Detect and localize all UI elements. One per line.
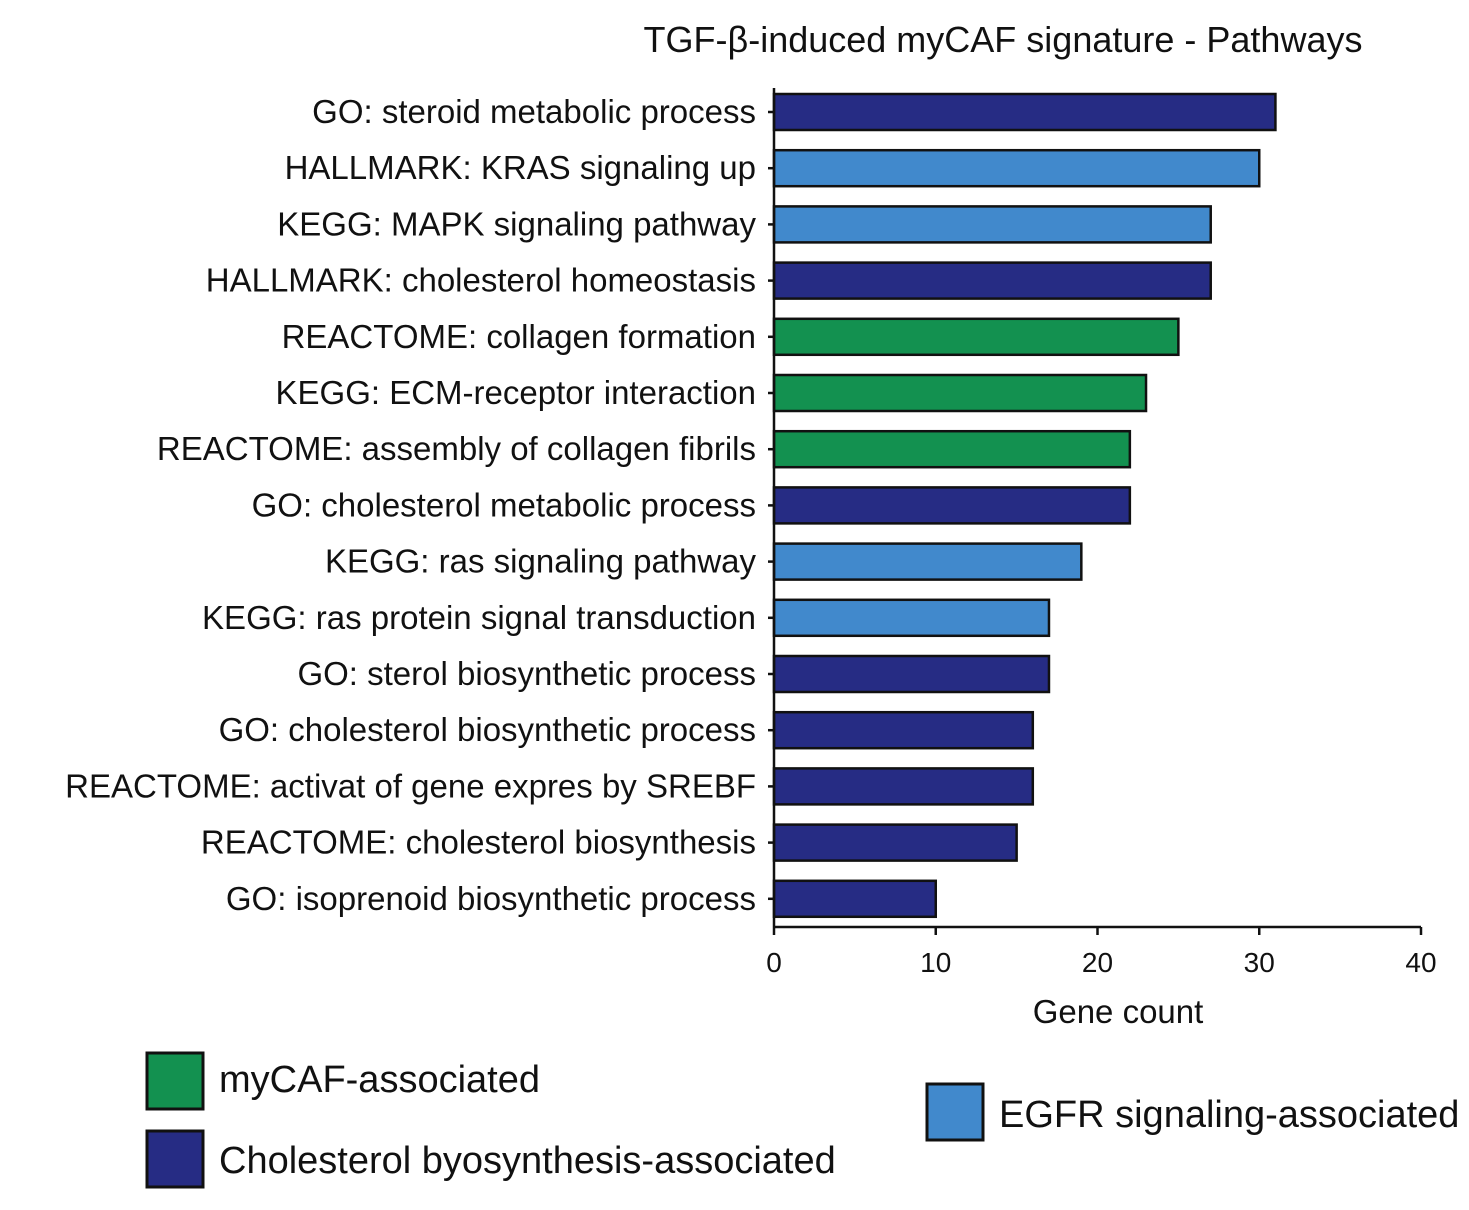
category-label: GO: steroid metabolic process <box>312 93 756 130</box>
category-label: REACTOME: cholesterol biosynthesis <box>201 824 756 861</box>
x-tick-label: 20 <box>1082 947 1113 978</box>
category-label: GO: cholesterol metabolic process <box>252 486 756 523</box>
category-label: GO: sterol biosynthetic process <box>297 655 756 692</box>
legend-swatch-myCAF <box>145 1051 205 1111</box>
bar <box>772 373 1148 413</box>
chart-title: TGF-β-induced myCAF signature - Pathways <box>644 19 1363 60</box>
x-tick-label: 0 <box>766 947 782 978</box>
bar <box>772 767 1035 806</box>
category-label: KEGG: ECM-receptor interaction <box>276 374 757 411</box>
bar <box>772 598 1051 638</box>
category-label: GO: cholesterol biosynthetic process <box>219 711 756 748</box>
bar <box>772 486 1132 525</box>
legend-label-myCAF: myCAF-associated <box>219 1059 540 1101</box>
category-label: REACTOME: activat of gene expres by SREB… <box>65 767 756 804</box>
legend-swatch-egfr <box>925 1082 985 1142</box>
category-label: KEGG: MAPK signaling pathway <box>277 205 756 242</box>
x-axis-title: Gene count <box>1033 993 1204 1030</box>
category-labels: GO: steroid metabolic process HALLMARK: K… <box>65 93 756 917</box>
category-label: HALLMARK: cholesterol homeostasis <box>206 262 756 299</box>
bar <box>772 823 1018 862</box>
bar <box>772 148 1261 188</box>
x-tick-label: 30 <box>1244 947 1275 978</box>
legend-label-cholesterol: Cholesterol byosynthesis-associated <box>219 1140 836 1182</box>
bar <box>772 710 1035 750</box>
bar <box>772 654 1051 694</box>
category-label: KEGG: ras signaling pathway <box>325 543 757 580</box>
bar <box>772 879 937 919</box>
legend-label-egfr: EGFR signaling-associated <box>999 1094 1459 1136</box>
category-label: GO: isoprenoid biosynthetic process <box>226 880 756 917</box>
bar <box>772 205 1212 244</box>
legend-swatch-cholesterol <box>145 1129 205 1189</box>
category-label: REACTOME: collagen formation <box>282 318 756 355</box>
x-tick-label: 10 <box>920 947 951 978</box>
category-label: KEGG: ras protein signal transduction <box>202 599 756 636</box>
bar <box>772 429 1132 469</box>
bar <box>772 92 1277 132</box>
x-tick-label: 40 <box>1405 947 1436 978</box>
bar <box>772 542 1083 581</box>
bars-layer <box>772 92 1277 919</box>
x-axis: 0 10 20 30 40 <box>766 88 1437 978</box>
bar <box>772 261 1212 300</box>
bar <box>772 317 1180 357</box>
category-label: REACTOME: assembly of collagen fibrils <box>157 430 756 467</box>
category-label: HALLMARK: KRAS signaling up <box>285 149 756 186</box>
legend: myCAF-associated Cholesterol byosynthesis… <box>145 1051 1459 1189</box>
